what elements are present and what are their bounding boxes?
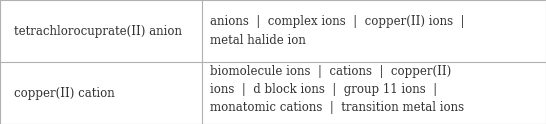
Text: tetrachlorocuprate(II) anion: tetrachlorocuprate(II) anion <box>14 25 182 37</box>
Text: biomolecule ions  |  cations  |  copper(II)
ions  |  d block ions  |  group 11 i: biomolecule ions | cations | copper(II) … <box>210 65 464 114</box>
Text: anions  |  complex ions  |  copper(II) ions  |
metal halide ion: anions | complex ions | copper(II) ions … <box>210 16 465 46</box>
Text: copper(II) cation: copper(II) cation <box>14 87 115 99</box>
